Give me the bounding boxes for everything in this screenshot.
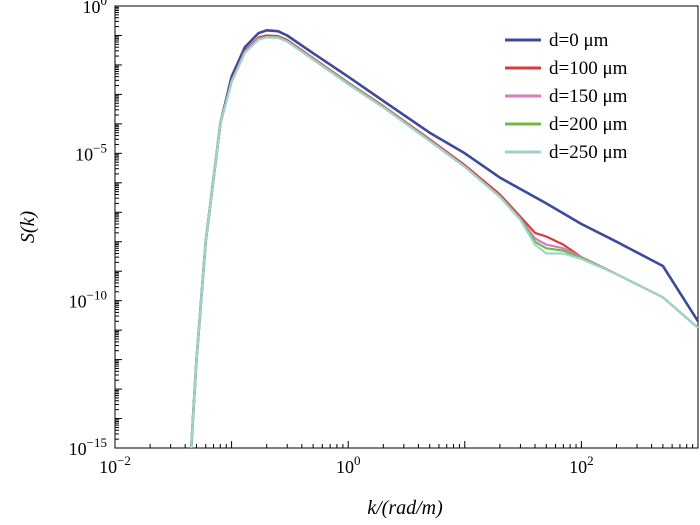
x-tick-label: 102 xyxy=(569,453,594,477)
x-axis-label: k/(rad/m) xyxy=(367,497,443,519)
legend: d=0 μm d=100 μm d=150 μm d=200 μm d=250 μm xyxy=(505,30,628,163)
legend-label: d=0 μm xyxy=(549,30,609,51)
x-ticks: 10−2 100 102 xyxy=(99,441,694,477)
x-tick-label: 10−2 xyxy=(99,453,131,477)
y-tick-label: 100 xyxy=(83,0,108,17)
plot-frame xyxy=(114,5,699,449)
y-tick-label: 10−10 xyxy=(69,288,107,312)
y-ticks: 100 10−5 10−10 10−15 xyxy=(69,0,122,459)
legend-label: d=250 μm xyxy=(549,142,628,163)
y-axis-label: S(k) xyxy=(17,211,39,244)
x-tick-label: 100 xyxy=(336,453,361,477)
y-tick-label: 10−5 xyxy=(75,140,107,164)
legend-label: d=100 μm xyxy=(549,58,628,79)
legend-label: d=150 μm xyxy=(549,86,628,107)
series-line-4 xyxy=(190,36,699,449)
y-tick-label: 10−15 xyxy=(69,435,107,459)
series-lines xyxy=(189,29,700,449)
legend-label: d=200 μm xyxy=(549,114,628,135)
